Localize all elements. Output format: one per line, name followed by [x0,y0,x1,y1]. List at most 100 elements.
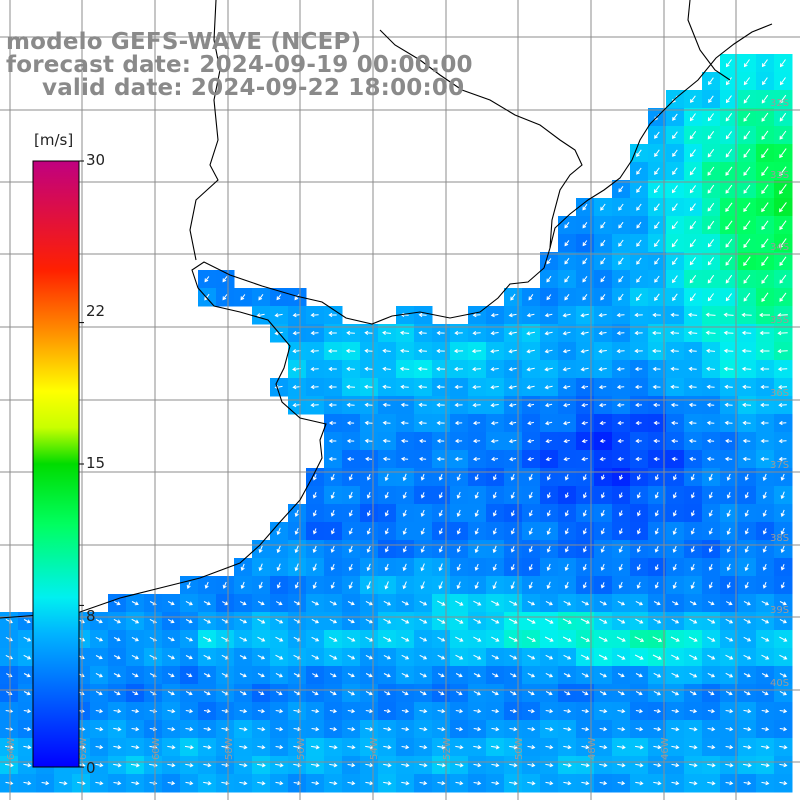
wind-arrow [564,546,569,553]
wind-arrow [600,257,606,265]
wind-arrow [653,402,661,408]
wind-arrow [598,367,607,372]
wind-arrow [672,492,677,499]
wind-arrow [528,546,533,553]
wind-arrow [616,313,625,318]
wind-arrow [689,727,698,732]
wind-arrow [527,691,535,696]
wind-arrow [490,439,499,444]
lat-label: 36S [770,388,789,399]
wind-arrow [402,509,407,517]
wind-arrow [437,709,446,714]
wind-arrow [239,618,248,624]
wind-arrow [527,763,536,768]
model-title: modelo GEFS-WAVE (NCEP) [6,29,362,55]
wind-arrow [545,763,554,768]
wind-arrow [113,655,121,660]
wind-arrow [401,672,410,678]
lat-label: 37S [770,460,789,471]
wind-arrow [544,331,553,336]
wind-arrow [599,420,606,426]
wind-arrow [454,330,463,336]
wind-arrow [726,563,731,571]
wind-arrow [293,763,302,768]
wind-arrow [328,366,337,372]
wind-arrow [420,492,425,499]
wind-arrow [780,527,785,535]
wind-arrow [294,509,299,517]
wind-arrow [455,673,463,678]
wind-arrow [580,331,589,336]
wind-arrow [600,221,606,229]
wind-arrow [347,781,356,786]
wind-arrow [546,527,551,535]
wind-arrow [77,781,86,786]
wind-arrow [601,474,605,481]
wind-arrow [687,312,698,317]
wind-arrow [779,727,788,732]
colorbar-label-30: 30 [86,151,106,169]
wind-arrow [330,563,335,571]
wind-arrow [491,745,500,750]
wind-arrow [329,691,337,696]
wind-arrow [527,439,535,444]
wind-arrow [564,691,571,696]
wind-arrow [564,240,570,247]
wind-arrow [689,709,698,714]
wind-arrow [779,130,787,140]
wind-arrow [310,312,319,318]
wind-arrow [508,349,517,354]
wind-arrow [276,563,281,572]
wind-arrow [616,366,625,372]
wind-arrow [689,691,697,696]
wind-arrow [562,385,571,390]
wind-arrow [672,581,677,589]
wind-arrow [455,618,464,624]
wind-arrow [473,781,482,786]
wind-arrow [473,690,481,696]
wind-arrow [634,636,645,642]
wind-arrow [438,509,443,517]
wind-arrow [131,727,140,732]
wind-arrow [328,438,337,444]
wind-arrow [436,763,446,768]
wind-arrow [23,636,32,642]
wind-arrow [725,274,733,284]
wind-arrow [311,654,320,660]
wind-arrow [564,581,569,589]
wind-arrow [618,186,624,193]
wind-arrow [563,673,571,678]
wind-arrow [598,403,607,408]
wind-arrow [672,474,677,481]
colorbar-unit: [m/s] [34,131,74,149]
wind-arrow [618,257,624,265]
wind-arrow [438,563,443,572]
wind-arrow [456,563,461,571]
wind-arrow [276,545,281,554]
wind-arrow [725,672,734,678]
wind-arrow [762,491,767,499]
wind-arrow [167,745,176,750]
wind-arrow [472,331,481,336]
wind-arrow [690,581,695,590]
wind-arrow [741,366,752,372]
wind-arrow [113,618,121,624]
wind-arrow [654,527,659,535]
wind-arrow [454,438,463,444]
wind-arrow [23,654,32,660]
wind-arrow [491,654,500,660]
wind-arrow [743,166,751,176]
wind-arrow [437,673,445,678]
wind-arrow [510,293,516,301]
wind-arrow [95,763,104,768]
wind-arrow [438,545,443,553]
wind-arrow [330,491,335,499]
wind-arrow [635,420,642,426]
wind-arrow [5,745,14,750]
wind-arrow [528,473,533,481]
wind-arrow [635,763,644,768]
wind-arrow [742,384,751,390]
wind-arrow [725,131,733,140]
wind-arrow [689,167,697,176]
